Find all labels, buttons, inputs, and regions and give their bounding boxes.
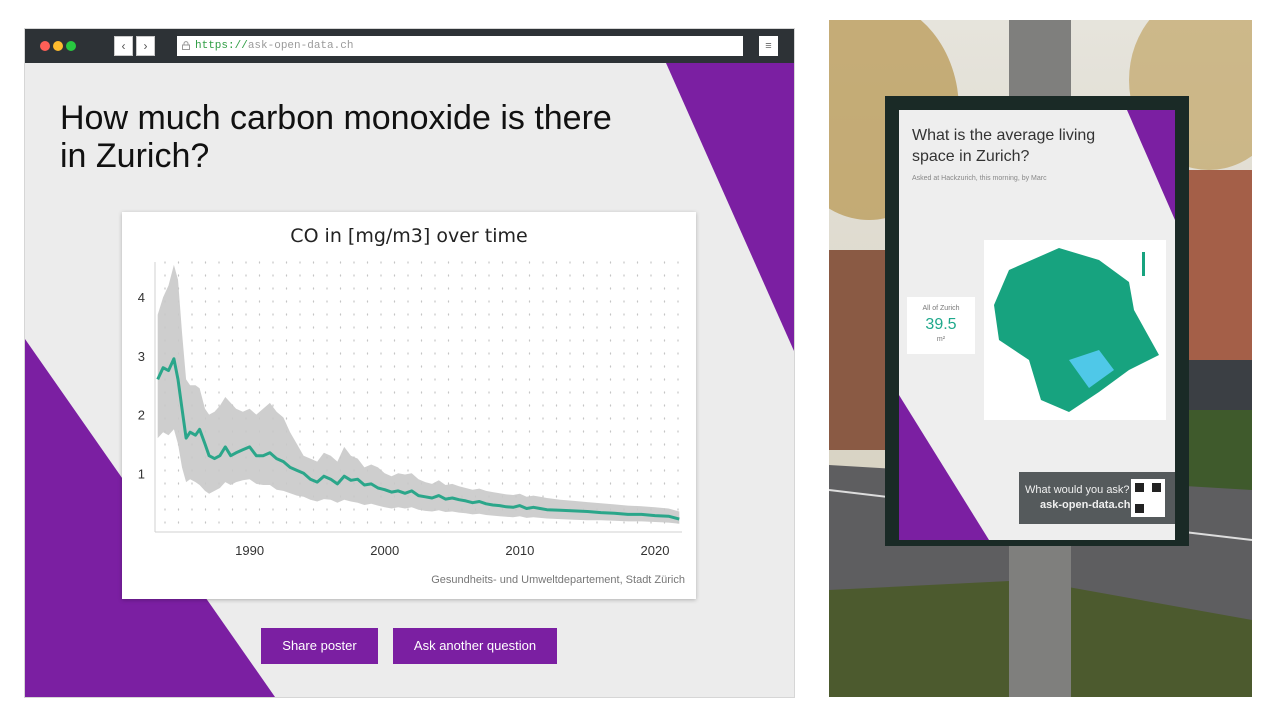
- poster-stat-label: All of Zurich: [922, 305, 960, 312]
- parked-car: [1189, 360, 1252, 410]
- question-heading: How much carbon monoxide is there in Zur…: [60, 99, 612, 175]
- co-chart: 1 2 3 4 1990 2000 2010 2020: [138, 261, 682, 558]
- y-tick-label: 2: [138, 408, 145, 423]
- chart-title: CO in [mg/m3] over time: [290, 225, 528, 247]
- street-photo: What is the average living space in Zuri…: [829, 20, 1252, 697]
- browser-menu-button[interactable]: ≡: [759, 36, 778, 56]
- poster-title: What is the average living space in Zuri…: [912, 127, 1096, 165]
- poster-cta-question: What would you ask?: [1025, 484, 1130, 496]
- chevron-left-icon: ‹: [121, 39, 126, 53]
- zurich-map: [994, 248, 1159, 412]
- back-button[interactable]: ‹: [114, 36, 133, 56]
- page-content: How much carbon monoxide is there in Zur…: [25, 63, 794, 697]
- x-tick-label: 2010: [505, 543, 534, 558]
- x-tick-label: 2020: [641, 543, 670, 558]
- y-tick-label: 1: [138, 466, 145, 481]
- url-scheme: https://: [195, 40, 248, 52]
- url-host: ask-open-data.ch: [247, 40, 354, 52]
- x-tick-label: 2000: [370, 543, 399, 558]
- poster-stat-value: 39.5: [925, 316, 957, 333]
- y-tick-label: 3: [138, 349, 145, 364]
- poster-subtitle: Asked at Hackzurich, this morning, by Ma…: [912, 175, 1047, 182]
- x-tick-label: 1990: [235, 543, 264, 558]
- lock-icon: [182, 41, 190, 50]
- chevron-right-icon: ›: [143, 39, 148, 53]
- window-close-dot[interactable]: [40, 41, 50, 51]
- browser-titlebar: ‹ › https://ask-open-data.ch ≡: [25, 29, 794, 63]
- chart-card: CO in [mg/m3] over time 1 2 3 4 1990 2000 2010…: [122, 212, 696, 599]
- window-minimize-dot[interactable]: [53, 41, 63, 51]
- street-scene: [829, 20, 1252, 697]
- address-bar[interactable]: https://ask-open-data.ch: [177, 36, 743, 56]
- y-tick-label: 4: [138, 290, 145, 305]
- forward-button[interactable]: ›: [136, 36, 155, 56]
- co-range-band: [157, 264, 680, 524]
- co-series-line: [156, 357, 680, 521]
- data-source: Gesundheits- und Umweltdepartement, Stad…: [431, 574, 685, 586]
- poster-cta-url: ask-open-data.ch: [1040, 499, 1131, 511]
- poster-stat-unit: m²: [936, 336, 946, 343]
- house-left: [829, 250, 889, 450]
- menu-icon: ≡: [765, 40, 772, 52]
- browser-window: ‹ › https://ask-open-data.ch ≡ How much …: [25, 29, 794, 697]
- ask-question-button[interactable]: Ask another question: [393, 628, 557, 664]
- share-poster-button[interactable]: Share poster: [261, 628, 378, 664]
- window-zoom-dot[interactable]: [66, 41, 76, 51]
- poster-stat-card: [907, 297, 975, 354]
